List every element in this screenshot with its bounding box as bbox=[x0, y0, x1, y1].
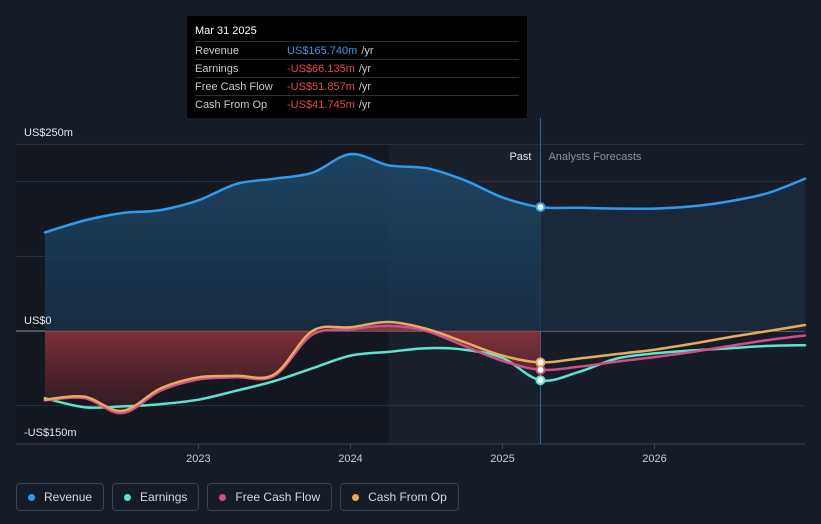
tooltip-unit: /yr bbox=[361, 44, 374, 57]
past-label: Past bbox=[509, 151, 531, 163]
tooltip-row-revenue: Revenue US$165.740m /yr bbox=[195, 41, 519, 59]
tooltip-unit: /yr bbox=[358, 98, 372, 111]
legend-dot-icon bbox=[124, 493, 132, 501]
earnings-marker bbox=[535, 375, 546, 386]
tooltip-value: -US$41.745m bbox=[287, 98, 355, 111]
legend-item-cash-from-op[interactable]: Cash From Op bbox=[340, 483, 459, 511]
cash-from-op-marker bbox=[535, 357, 546, 368]
free-cash-flow-line bbox=[43, 324, 807, 415]
tooltip-row-free-cash-flow: Free Cash Flow -US$51.857m /yr bbox=[195, 77, 519, 95]
tooltip-label: Free Cash Flow bbox=[195, 80, 273, 93]
y-tick-label: US$0 bbox=[24, 315, 52, 327]
revenue-line bbox=[43, 152, 807, 234]
legend-label: Revenue bbox=[44, 490, 93, 504]
legend-item-earnings[interactable]: Earnings bbox=[112, 483, 200, 511]
y-tick-label: US$250m bbox=[24, 127, 73, 139]
x-tick-label: 2024 bbox=[338, 453, 362, 465]
revenue-area bbox=[44, 153, 541, 331]
legend-label: Earnings bbox=[140, 490, 188, 504]
legend-dot-icon bbox=[28, 493, 35, 501]
legend-dot-icon bbox=[352, 493, 360, 501]
tooltip-value: -US$51.857m bbox=[287, 80, 355, 93]
legend-item-free-cash-flow[interactable]: Free Cash Flow bbox=[207, 483, 333, 511]
x-tick-label: 2026 bbox=[642, 453, 666, 465]
x-tick-label: 2025 bbox=[490, 453, 514, 465]
y-tick-label: -US$150m bbox=[24, 427, 77, 439]
cash-from-op-line bbox=[43, 320, 807, 413]
negative-area bbox=[44, 325, 541, 414]
forecast-label: Analysts Forecasts bbox=[548, 151, 641, 163]
revenue-marker bbox=[535, 202, 546, 213]
tooltip-unit: /yr bbox=[358, 80, 372, 93]
legend: Revenue Earnings Free Cash Flow Cash Fro… bbox=[16, 483, 459, 511]
tooltip-label: Cash From Op bbox=[195, 98, 268, 111]
legend-item-revenue[interactable]: Revenue bbox=[16, 483, 105, 511]
tooltip-value: US$165.740m bbox=[287, 44, 358, 57]
legend-label: Cash From Op bbox=[368, 490, 447, 504]
tooltip-value: -US$66.135m bbox=[287, 62, 355, 75]
tooltip: Mar 31 2025 Revenue US$165.740m /yr Earn… bbox=[187, 16, 527, 118]
tooltip-date: Mar 31 2025 bbox=[195, 25, 257, 37]
legend-dot-icon bbox=[219, 493, 227, 501]
tooltip-row-earnings: Earnings -US$66.135m /yr bbox=[195, 59, 519, 77]
legend-label: Free Cash Flow bbox=[235, 490, 321, 504]
x-tick-label: 2023 bbox=[186, 453, 210, 465]
tooltip-label: Revenue bbox=[195, 44, 240, 57]
tooltip-row-cash-from-op: Cash From Op -US$41.745m /yr bbox=[195, 95, 519, 113]
tooltip-label: Earnings bbox=[195, 62, 239, 75]
revenue-forecast-area bbox=[540, 178, 805, 331]
earnings-line bbox=[43, 343, 807, 409]
tooltip-unit: /yr bbox=[358, 62, 372, 75]
